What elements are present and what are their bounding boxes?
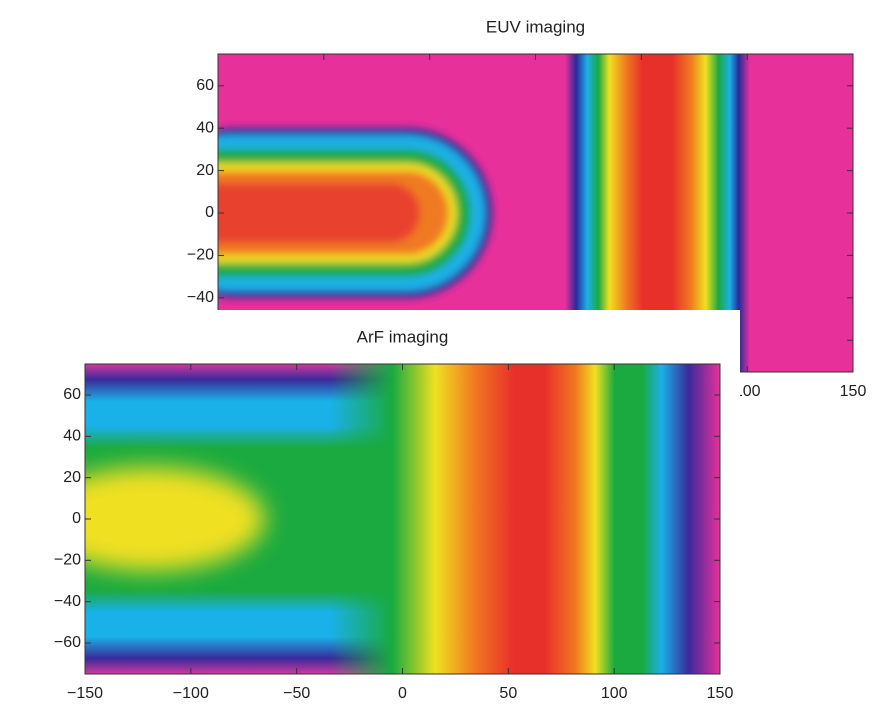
y-tick-label: −20 xyxy=(187,247,214,264)
y-tick-label: −20 xyxy=(54,552,81,569)
y-tick-label: 40 xyxy=(63,428,81,445)
x-tick-label: 0 xyxy=(398,685,407,702)
arf-chart: ArF imaging −60 −40 −20 0 20 40 60 −150 −100 −50 0 5… xyxy=(0,310,740,718)
x-tick-label: −100 xyxy=(173,685,209,702)
density-image xyxy=(35,364,720,674)
y-tick-label: 60 xyxy=(63,386,81,403)
x-tick-label: 50 xyxy=(499,685,517,702)
y-tick-label: −40 xyxy=(187,289,214,306)
y-tick-label: 20 xyxy=(63,469,81,486)
chart-title: ArF imaging xyxy=(357,327,449,346)
y-tick-label: −40 xyxy=(54,593,81,610)
x-tick-label: −50 xyxy=(283,685,310,702)
y-tick-label: 40 xyxy=(196,119,214,136)
x-tick-label: 150 xyxy=(840,383,867,400)
x-tick-label: −150 xyxy=(67,685,103,702)
x-tick-label: 100 xyxy=(601,685,628,702)
chart-title: EUV imaging xyxy=(486,17,585,36)
y-tick-label: 20 xyxy=(196,162,214,179)
y-tick-label: 60 xyxy=(196,77,214,94)
y-tick-label: 0 xyxy=(205,204,214,221)
figure: EUV imaging −60 −40 −20 0 20 40 60 −150 −100 −50 0 5… xyxy=(0,0,883,718)
x-tick-label: 150 xyxy=(707,685,734,702)
y-tick-label: 0 xyxy=(72,510,81,527)
y-tick-label: −60 xyxy=(54,634,81,651)
page: {"chart_data": [ {"type": "density", "ti… xyxy=(0,0,883,718)
